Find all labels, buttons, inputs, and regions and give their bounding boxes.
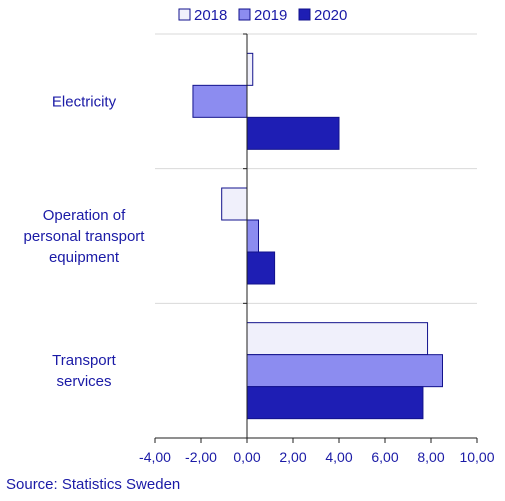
legend-label-2018: 2018	[194, 7, 227, 24]
bar-2019-0	[192, 84, 248, 118]
bar-2019-2	[246, 354, 443, 388]
legend-label-2020: 2020	[314, 7, 347, 24]
x-tick-label: 6,00	[371, 449, 398, 465]
category-label-line: services	[56, 373, 111, 390]
legend: 2018 2019 2020	[178, 7, 347, 24]
legend-swatch-2018	[178, 8, 191, 21]
category-label: Operation of personal transport equipment	[24, 207, 146, 266]
bar-2020-1	[246, 251, 276, 285]
legend-label-2019: 2019	[254, 7, 287, 24]
x-tick-label: -4,00	[139, 449, 171, 465]
bar-2020-2	[246, 386, 424, 420]
x-tick-label: 8,00	[417, 449, 444, 465]
category-label-line: Transport	[52, 352, 116, 369]
category-label-line: Operation of	[43, 207, 126, 224]
source-note: Source: Statistics Sweden	[6, 476, 181, 493]
x-tick-label: 4,00	[325, 449, 352, 465]
category-labels: Electricity Operation of personal transpor…	[24, 93, 146, 390]
axes	[154, 33, 478, 443]
bar-2018-2	[246, 322, 429, 356]
category-label: Transport services	[52, 352, 116, 390]
legend-swatch-2020	[298, 8, 311, 21]
x-tick-label: 2,00	[279, 449, 306, 465]
x-tick-labels: -4,00 -2,00 0,00 2,00 4,00 6,00 8,00 10,00	[139, 449, 495, 465]
x-tick-label: 0,00	[233, 449, 260, 465]
legend-swatch-2019	[238, 8, 251, 21]
bars	[192, 52, 443, 420]
bar-2019-1	[246, 219, 259, 253]
grid-lines	[155, 33, 477, 304]
category-label-line: Electricity	[52, 93, 117, 110]
bar-2020-0	[246, 116, 340, 150]
category-label-line: equipment	[49, 249, 120, 266]
bar-2018-1	[221, 187, 248, 221]
category-label-line: personal transport	[24, 228, 146, 245]
x-tick-label: 10,00	[459, 449, 494, 465]
x-tick-label: -2,00	[185, 449, 217, 465]
category-label: Electricity	[52, 93, 117, 110]
bar-2018-0	[246, 52, 254, 86]
